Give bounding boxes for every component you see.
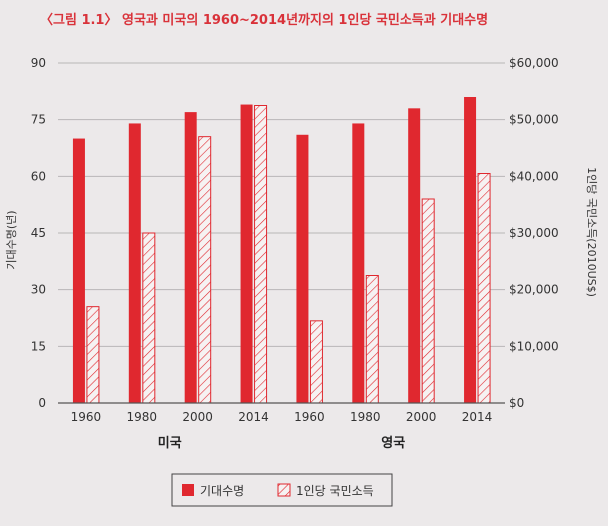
y-right-tick-label: $50,000 <box>509 113 559 127</box>
chart-title: 〈그림 1.1〉 영국과 미국의 1960~2014년까지의 1인당 국민소득과… <box>40 12 488 28</box>
group-label: 미국 <box>158 435 182 451</box>
grid-lines <box>58 62 505 404</box>
legend-label-income: 1인당 국민소득 <box>296 484 374 498</box>
y-left-tick-label: 15 <box>31 339 46 353</box>
bar-income <box>198 136 212 404</box>
bar-life-expectancy <box>408 108 421 403</box>
legend-swatch-life-expectancy <box>182 484 194 496</box>
x-tick-label: 2014 <box>238 410 269 424</box>
y-right-tick-label: $60,000 <box>509 56 559 70</box>
bar-income <box>421 198 435 404</box>
group-label: 영국 <box>381 436 405 451</box>
y-left-tick-label: 30 <box>31 283 46 297</box>
y-right-tick-label: $10,000 <box>509 339 559 353</box>
legend: 기대수명 1인당 국민소득 <box>171 473 393 507</box>
bar-income <box>365 275 379 404</box>
y-axis-right-label: 1인당 국민소득(2010US$) <box>585 167 598 297</box>
legend-label-life-expectancy: 기대수명 <box>200 484 244 498</box>
y-right-tick-label: $40,000 <box>509 169 559 183</box>
x-tick-label: 2000 <box>182 410 213 424</box>
y-left-tick-label: 0 <box>38 396 46 410</box>
bar-life-expectancy <box>72 138 85 404</box>
bar-life-expectancy <box>240 104 253 404</box>
y-left-tick-label: 90 <box>31 56 46 70</box>
x-tick-label: 1980 <box>350 410 381 424</box>
bar-life-expectancy <box>352 123 365 403</box>
y-left-tick-label: 60 <box>31 169 46 183</box>
bar-life-expectancy <box>128 123 141 403</box>
axes: 0 $0 15 $10,000 30 $20,000 45 $30,000 60 $40,000 7… <box>31 56 559 424</box>
y-right-tick-label: $0 <box>509 396 524 410</box>
bar-life-expectancy <box>184 112 197 403</box>
bar-income <box>142 232 156 404</box>
y-left-tick-label: 75 <box>31 113 46 127</box>
group-labels: 미국 영국 <box>158 435 405 451</box>
x-tick-label: 1980 <box>127 410 158 424</box>
legend-box <box>171 473 393 507</box>
x-tick-label: 2000 <box>406 410 437 424</box>
bars <box>72 97 491 404</box>
bar-life-expectancy <box>296 134 309 403</box>
bar-income <box>86 306 100 404</box>
bar-life-expectancy <box>464 97 477 403</box>
bar-income <box>254 105 268 404</box>
bar-income <box>477 173 491 404</box>
x-tick-label: 1960 <box>71 410 102 424</box>
y-right-tick-label: $20,000 <box>509 283 559 297</box>
x-tick-label: 2014 <box>462 410 493 424</box>
y-axis-left-label: 기대수명(년) <box>5 210 18 269</box>
legend-swatch-income <box>277 483 291 497</box>
x-tick-label: 1960 <box>294 410 325 424</box>
bar-income <box>309 320 323 404</box>
y-left-tick-label: 45 <box>31 226 46 240</box>
y-right-tick-label: $30,000 <box>509 226 559 240</box>
